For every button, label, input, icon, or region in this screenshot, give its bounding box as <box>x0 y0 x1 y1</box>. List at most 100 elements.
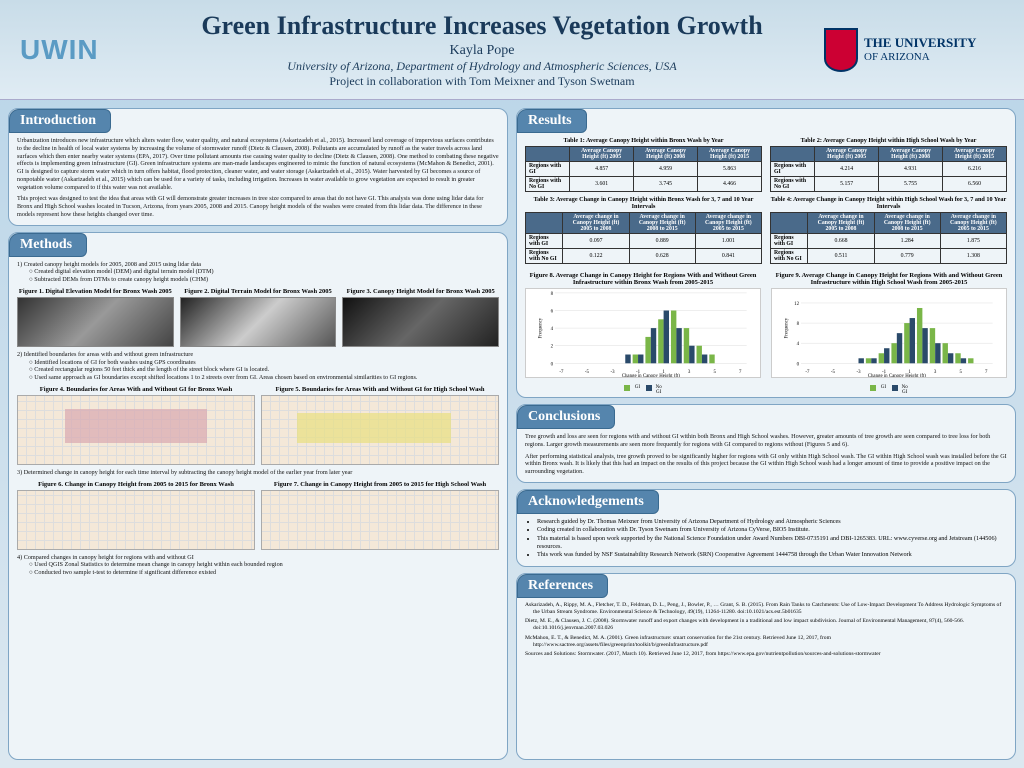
content: Introduction Urbanization introduces new… <box>0 100 1024 768</box>
methods-s2a: ○ Identified locations of GI for both wa… <box>17 359 499 367</box>
table2-title: Table 2: Average Canopy Height within Hi… <box>770 137 1007 144</box>
table2: Average Canopy Height (ft) 2005Average C… <box>770 146 1007 192</box>
concl-p1: Tree growth and loss are seen for region… <box>525 433 1007 449</box>
svg-text:Change in Canopy Height (ft): Change in Canopy Height (ft) <box>868 374 927 378</box>
figs-4-5: Figure 4. Boundaries for Areas With and … <box>17 386 499 465</box>
tables-3-4: Table 3: Average Change in Canopy Height… <box>525 196 1007 268</box>
svg-text:8: 8 <box>551 292 554 297</box>
svg-text:Frequency: Frequency <box>538 317 543 338</box>
intro-p1: Urbanization introduces new infrastructu… <box>17 137 499 191</box>
fig6-title: Figure 6. Change in Canopy Height from 2… <box>17 481 255 488</box>
fig7-title: Figure 7. Change in Canopy Height from 2… <box>261 481 499 488</box>
svg-text:-5: -5 <box>585 370 590 375</box>
ua-text: THE UNIVERSITY OF ARIZONA <box>864 36 976 62</box>
fig7-map <box>261 490 499 550</box>
uwin-logo: UWIN <box>20 25 140 75</box>
ref-title: References <box>517 574 608 598</box>
svg-text:12: 12 <box>794 302 799 307</box>
fig6-map <box>17 490 255 550</box>
svg-text:7: 7 <box>739 370 742 375</box>
poster-root: UWIN Green Infrastructure Increases Vege… <box>0 0 1024 768</box>
introduction-title: Introduction <box>9 109 111 133</box>
svg-text:4: 4 <box>551 327 554 332</box>
table1: Average Canopy Height (ft) 2005Average C… <box>525 146 762 192</box>
table4-title: Table 4: Average Change in Canopy Height… <box>770 196 1007 210</box>
fig8-legend: GI No GI <box>525 385 761 391</box>
svg-text:5: 5 <box>959 370 962 375</box>
acknowledgements-section: Acknowledgements Research guided by Dr. … <box>516 489 1016 567</box>
svg-text:-5: -5 <box>831 370 836 375</box>
fig5-title: Figure 5. Boundaries for Areas With and … <box>261 386 499 393</box>
methods-s1a: ○ Created digital elevation model (DEM) … <box>17 268 499 276</box>
charts: Figure 8. Average Change in Canopy Heigh… <box>525 272 1007 391</box>
affiliation: University of Arizona, Department of Hyd… <box>140 59 824 74</box>
fig4-map <box>17 395 255 465</box>
fig5-map <box>261 395 499 465</box>
main-title: Green Infrastructure Increases Vegetatio… <box>140 11 824 41</box>
svg-text:6: 6 <box>551 309 554 314</box>
ua-line2: OF ARIZONA <box>864 51 930 63</box>
right-column: Results Table 1: Average Canopy Height w… <box>516 108 1016 760</box>
methods-step1: 1) Created canopy height models for 2005… <box>17 261 499 269</box>
header: UWIN Green Infrastructure Increases Vege… <box>0 0 1024 100</box>
results-title: Results <box>517 109 587 133</box>
methods-title: Methods <box>9 233 87 257</box>
fig8-chart: 02468-7-5-3-11357Change in Canopy Height… <box>525 288 761 378</box>
author: Kayla Pope <box>140 43 824 59</box>
svg-text:3: 3 <box>934 370 937 375</box>
title-block: Green Infrastructure Increases Vegetatio… <box>140 11 824 89</box>
figs-6-7: Figure 6. Change in Canopy Height from 2… <box>17 481 499 550</box>
introduction-section: Introduction Urbanization introduces new… <box>8 108 508 226</box>
methods-s2c: ○ Used same approach as GI boundaries ex… <box>17 374 499 382</box>
table3-title: Table 3: Average Change in Canopy Height… <box>525 196 762 210</box>
svg-text:2: 2 <box>551 345 554 350</box>
table4: Average change in Canopy Height (ft) 200… <box>770 212 1007 264</box>
methods-step4: 4) Compared changes in canopy height for… <box>17 554 499 562</box>
left-column: Introduction Urbanization introduces new… <box>8 108 508 760</box>
methods-s4b: ○ Conducted two sample t-test to determi… <box>17 569 499 577</box>
ref-list: Askarizadeh, A., Rippy, M. A., Fletcher,… <box>525 602 1007 659</box>
fig4-title: Figure 4. Boundaries for Areas With and … <box>17 386 255 393</box>
fig2-img <box>180 297 337 347</box>
concl-p2: After performing statistical analysis, t… <box>525 453 1007 476</box>
figs-1-3: Figure 1. Digital Elevation Model for Br… <box>17 288 499 347</box>
ack-list: Research guided by Dr. Thomas Meixner fr… <box>525 518 1007 560</box>
svg-text:4: 4 <box>797 342 800 347</box>
svg-text:Change in Canopy Height (ft): Change in Canopy Height (ft) <box>622 374 681 378</box>
methods-s2b: ○ Created rectangular regions 50 feet th… <box>17 366 499 374</box>
intro-p2: This project was designed to test the id… <box>17 195 499 218</box>
fig1-img <box>17 297 174 347</box>
fig3-title: Figure 3. Canopy Height Model for Bronx … <box>342 288 499 295</box>
methods-step2: 2) Identified boundaries for areas with … <box>17 351 499 359</box>
methods-s1b: ○ Subtracted DEMs from DTMs to create ca… <box>17 276 499 284</box>
conclusions-section: Conclusions Tree growth and loss are see… <box>516 404 1016 483</box>
svg-text:8: 8 <box>797 322 800 327</box>
ua-logo: THE UNIVERSITY OF ARIZONA <box>824 20 1004 80</box>
svg-text:-7: -7 <box>559 370 564 375</box>
fig9-title: Figure 9. Average Change in Canopy Heigh… <box>771 272 1007 286</box>
results-section: Results Table 1: Average Canopy Height w… <box>516 108 1016 398</box>
methods-section: Methods 1) Created canopy height models … <box>8 232 508 761</box>
table3: Average change in Canopy Height (ft) 200… <box>525 212 762 264</box>
methods-s4a: ○ Used QGIS Zonal Statistics to determin… <box>17 561 499 569</box>
fig8-title: Figure 8. Average Change in Canopy Heigh… <box>525 272 761 286</box>
ack-title: Acknowledgements <box>517 490 659 514</box>
svg-text:-7: -7 <box>805 370 810 375</box>
table1-title: Table 1: Average Canopy Height within Br… <box>525 137 762 144</box>
ua-shield-icon <box>824 28 858 72</box>
fig9-chart: 04812-7-5-3-11357Change in Canopy Height… <box>771 288 1007 378</box>
svg-text:-3: -3 <box>610 370 615 375</box>
svg-text:0: 0 <box>551 362 554 367</box>
collaboration: Project in collaboration with Tom Meixne… <box>140 74 824 89</box>
svg-text:5: 5 <box>713 370 716 375</box>
tables-1-2: Table 1: Average Canopy Height within Br… <box>525 137 1007 196</box>
uwin-logo-text: UWIN <box>20 34 99 66</box>
methods-step3: 3) Determined change in canopy height fo… <box>17 469 499 477</box>
fig3-img <box>342 297 499 347</box>
svg-text:7: 7 <box>985 370 988 375</box>
svg-text:Frequency: Frequency <box>784 317 789 338</box>
fig9-legend: GI No GI <box>771 385 1007 391</box>
fig2-title: Figure 2. Digital Terrain Model for Bron… <box>180 288 337 295</box>
references-section: References Askarizadeh, A., Rippy, M. A.… <box>516 573 1016 760</box>
svg-text:0: 0 <box>797 362 800 367</box>
